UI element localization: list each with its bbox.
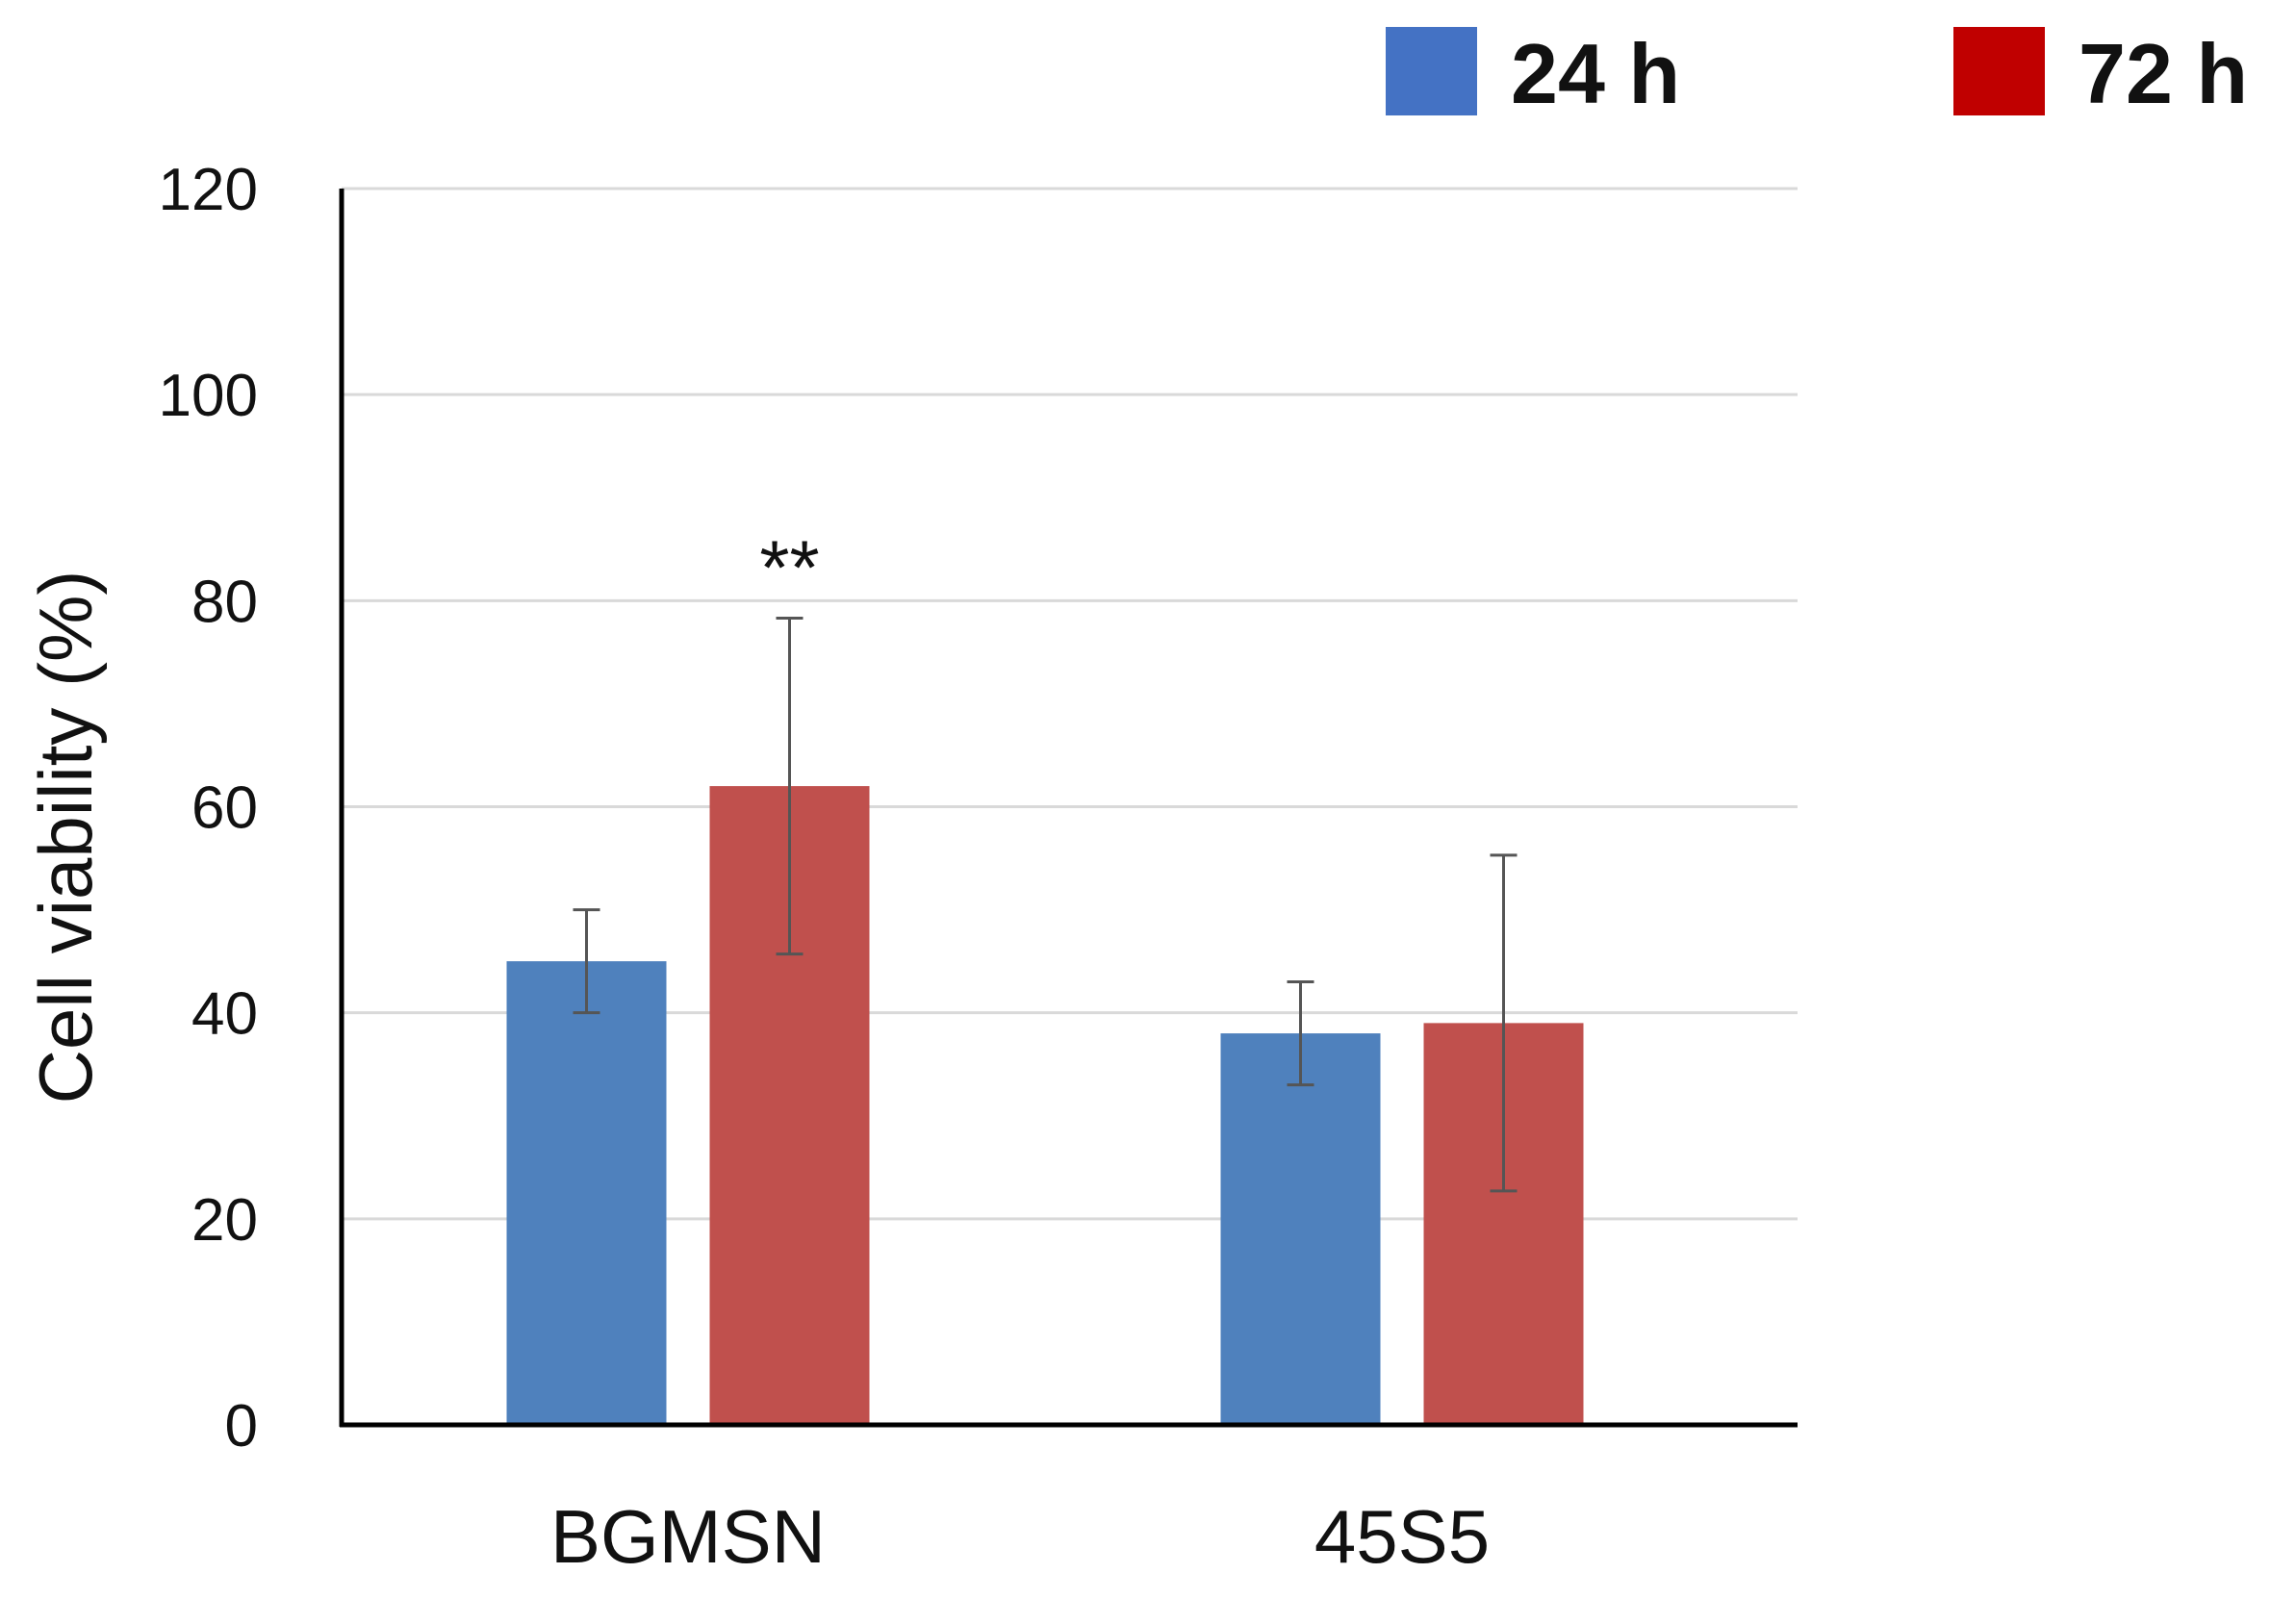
y-tick-label: 20 <box>191 1187 258 1254</box>
legend-label: 72 h <box>2079 26 2248 121</box>
bar <box>506 961 667 1425</box>
legend: 24 h 72 h <box>1386 26 2248 121</box>
error-bars <box>573 617 1518 1193</box>
significance-annotation: ** <box>759 525 819 611</box>
y-tick-label: 40 <box>191 981 258 1048</box>
y-axis-title: Cell viability (%) <box>23 571 108 1104</box>
legend-swatch <box>1953 27 2045 115</box>
y-tick-label: 0 <box>225 1393 258 1459</box>
y-tick-label: 120 <box>159 157 258 223</box>
bars <box>506 786 1584 1425</box>
category-label: 45S5 <box>1314 1494 1490 1579</box>
legend-swatch <box>1386 27 1477 115</box>
legend-label: 24 h <box>1511 26 1680 121</box>
y-tick-label: 80 <box>191 569 258 635</box>
annotations: ** <box>759 525 819 611</box>
bar <box>1220 1033 1381 1425</box>
category-label: BGMSN <box>550 1494 826 1579</box>
y-tick-label: 100 <box>159 363 258 429</box>
axes <box>339 189 1798 1428</box>
y-tick-label: 60 <box>191 775 258 842</box>
category-labels: BGMSN 45S5 <box>550 1494 1490 1579</box>
y-tick-labels: 0 20 40 60 80 100 120 <box>159 157 258 1459</box>
